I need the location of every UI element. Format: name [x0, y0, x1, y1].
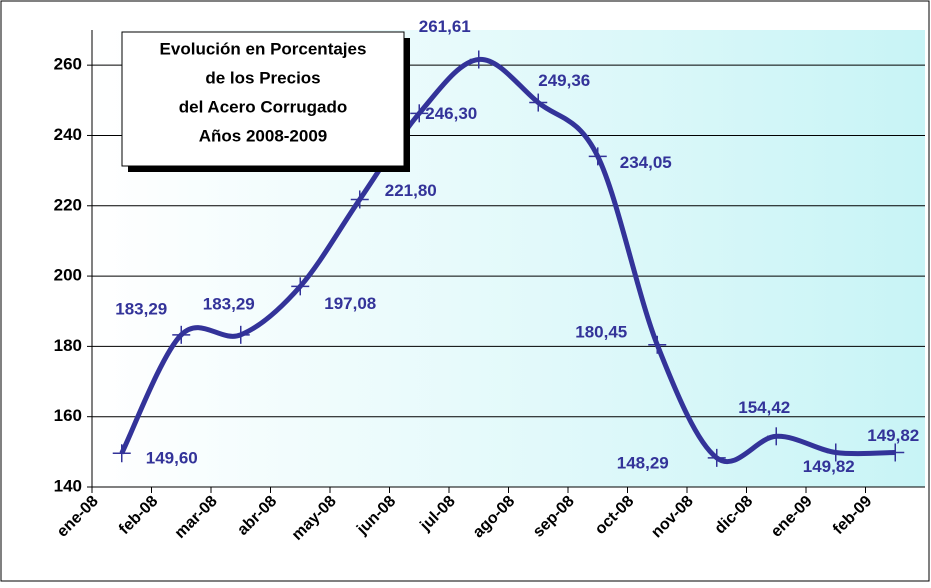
y-tick-label: 160 — [54, 406, 82, 425]
point-marker — [529, 93, 548, 112]
point-marker — [588, 147, 607, 166]
point-marker — [707, 448, 726, 467]
point-marker — [469, 50, 488, 69]
chart-title: del Acero Corrugado — [179, 97, 347, 116]
data-label: 180,45 — [575, 322, 627, 341]
point-marker — [231, 325, 250, 344]
data-label: 149,82 — [803, 457, 855, 476]
y-tick-label: 240 — [54, 125, 82, 144]
data-label: 221,80 — [385, 181, 437, 200]
data-label: 261,61 — [419, 17, 471, 36]
y-tick-label: 220 — [54, 195, 82, 214]
y-tick-label: 140 — [54, 476, 82, 495]
data-label: 246,30 — [425, 104, 477, 123]
data-label: 183,29 — [115, 299, 167, 318]
data-label: 197,08 — [324, 294, 376, 313]
point-marker — [172, 325, 191, 344]
chart-title: Evolución en Porcentajes — [160, 39, 367, 58]
data-label: 149,60 — [146, 449, 198, 468]
data-label: 148,29 — [617, 453, 669, 472]
point-marker — [767, 427, 786, 446]
point-marker — [826, 443, 845, 462]
data-label: 249,36 — [538, 71, 590, 90]
data-label: 234,05 — [620, 153, 672, 172]
point-marker — [291, 277, 310, 296]
data-label: 149,82 — [867, 426, 919, 445]
data-label: 183,29 — [203, 294, 255, 313]
point-marker — [410, 104, 429, 123]
y-tick-label: 260 — [54, 55, 82, 74]
point-marker — [648, 335, 667, 354]
data-label: 154,42 — [738, 398, 790, 417]
point-marker — [350, 190, 369, 209]
title-frame — [121, 31, 405, 167]
chart-title: de los Precios — [205, 68, 320, 87]
y-tick-label: 180 — [54, 336, 82, 355]
chart-title: Años 2008-2009 — [199, 126, 328, 145]
y-tick-label: 200 — [54, 266, 82, 285]
point-marker — [112, 444, 131, 463]
point-marker — [886, 443, 905, 462]
title-box — [121, 31, 410, 172]
